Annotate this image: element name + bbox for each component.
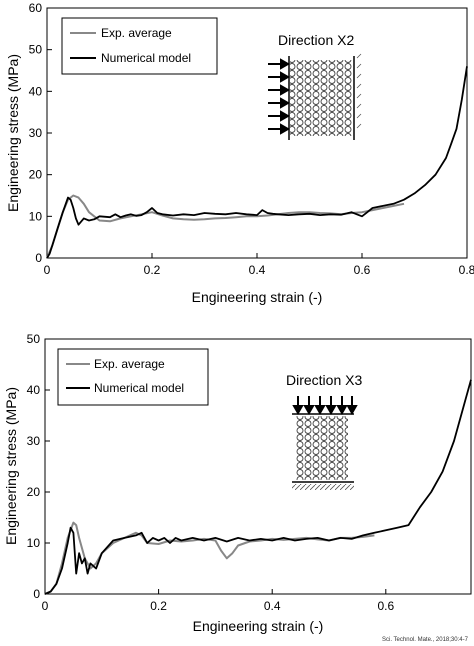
y-axis-title: Engineering stress (MPa) — [5, 54, 21, 212]
legend-label-numerical-model: Numerical model — [94, 381, 184, 395]
y-tick-label: 50 — [27, 332, 41, 346]
y-axis: 0 10 20 30 40 50 60 — [29, 1, 52, 265]
chart-panel-1: 0 10 20 30 40 50 60 0 0.2 0.4 0.6 0.8 Engineering … — [5, 1, 474, 305]
image-credit: Sci. Technol. Mate., 2018;30:4-7 — [382, 637, 469, 643]
y-tick-label: 40 — [29, 84, 43, 98]
x-tick-label: 0.4 — [264, 599, 281, 613]
direction-label: Direction X3 — [286, 372, 362, 388]
x-tick-label: 0.4 — [249, 263, 266, 277]
x-axis: 0 0.2 0.4 0.6 0.8 — [44, 253, 474, 277]
y-tick-label: 10 — [27, 536, 41, 550]
x-tick-label: 0.6 — [354, 263, 371, 277]
x-axis-title: Engineering strain (-) — [193, 618, 324, 634]
series-line-numerical-model — [46, 66, 468, 259]
series-line-exp-average — [44, 521, 375, 595]
y-tick-label: 0 — [35, 251, 42, 265]
x-axis: 0 0.2 0.4 0.6 — [42, 589, 394, 613]
y-tick-label: 50 — [29, 43, 43, 57]
x-tick-label: 0.2 — [144, 263, 161, 277]
series-line-exp-average — [46, 194, 405, 259]
y-tick-label: 20 — [27, 485, 41, 499]
honeycomb-diagram-x3 — [292, 396, 358, 490]
y-tick-label: 40 — [27, 383, 41, 397]
x-tick-label: 0 — [42, 599, 49, 613]
x-tick-label: 0 — [44, 263, 51, 277]
direction-label: Direction X2 — [278, 32, 354, 48]
legend: Exp. average Numerical model — [61, 17, 218, 75]
y-tick-label: 30 — [27, 434, 41, 448]
y-tick-label: 60 — [29, 1, 43, 15]
legend-label-exp-average: Exp. average — [101, 26, 172, 40]
series-lines — [44, 379, 472, 595]
x-axis-title: Engineering strain (-) — [192, 289, 323, 305]
y-tick-label: 20 — [29, 168, 43, 182]
honeycomb-diagram-x2 — [268, 53, 362, 140]
chart-panel-2: 0 10 20 30 40 50 0 0.2 0.4 0.6 Engineering stres… — [3, 332, 472, 634]
y-tick-label: 30 — [29, 126, 43, 140]
legend: Exp. average Numerical model — [57, 348, 209, 406]
plot-frame — [44, 338, 472, 595]
x-tick-label: 0.6 — [377, 599, 394, 613]
y-tick-label: 0 — [33, 587, 40, 601]
legend-box — [61, 17, 218, 75]
legend-box — [57, 348, 209, 406]
x-tick-label: 0.8 — [459, 263, 474, 277]
y-axis-title: Engineering stress (MPa) — [3, 387, 19, 545]
y-tick-label: 10 — [29, 209, 43, 223]
y-axis: 0 10 20 30 40 50 — [27, 332, 50, 601]
series-lines — [46, 66, 468, 259]
series-line-numerical-model — [44, 379, 472, 595]
legend-label-exp-average: Exp. average — [94, 357, 165, 371]
legend-label-numerical-model: Numerical model — [101, 51, 191, 65]
x-tick-label: 0.2 — [150, 599, 167, 613]
